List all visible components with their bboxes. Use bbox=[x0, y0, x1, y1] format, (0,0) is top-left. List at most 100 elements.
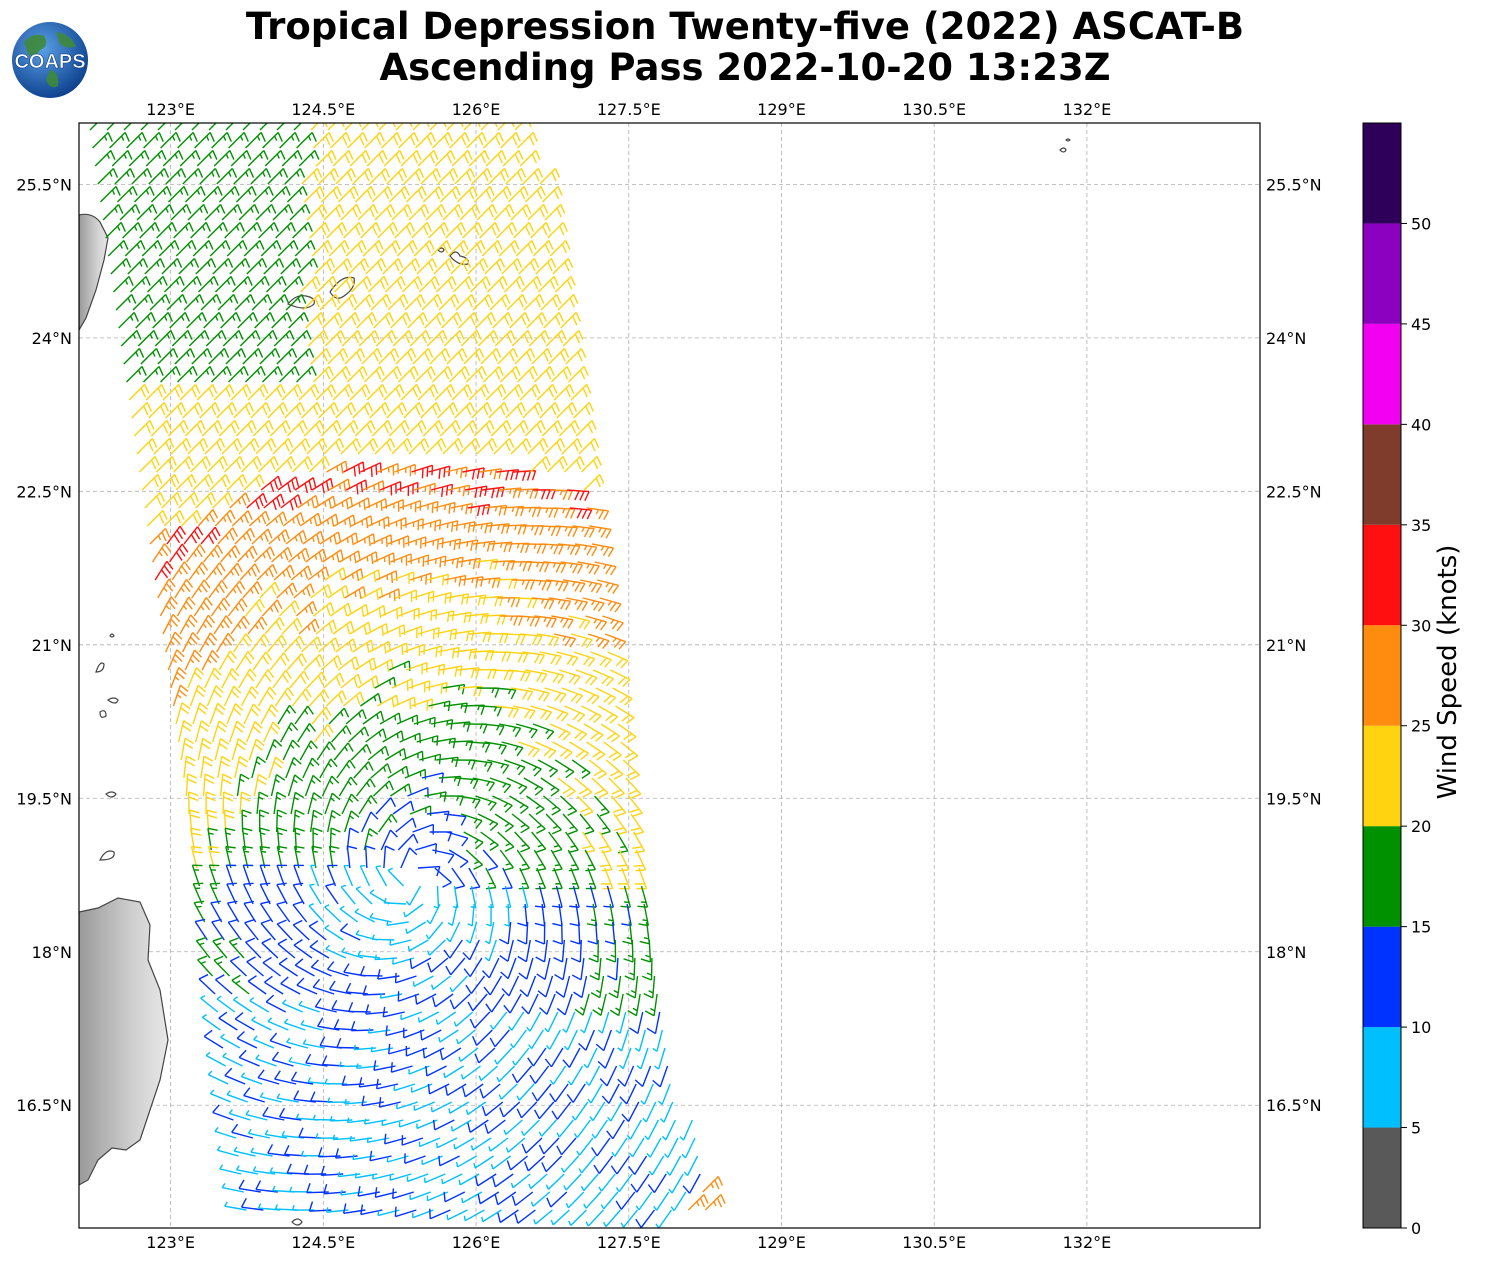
wind-barb bbox=[286, 185, 308, 203]
colorbar-tick-label: 15 bbox=[1411, 918, 1431, 937]
wind-barb bbox=[194, 131, 215, 149]
wind-barb bbox=[213, 149, 235, 167]
wind-barb bbox=[354, 185, 376, 203]
wind-barb bbox=[161, 257, 183, 275]
wind-barb bbox=[313, 131, 334, 149]
wind-barb bbox=[260, 239, 282, 257]
wind-barb bbox=[466, 131, 487, 149]
wind-barb bbox=[501, 257, 523, 275]
colorbar-bins bbox=[1363, 123, 1401, 1228]
wind-barb bbox=[379, 239, 401, 257]
wind-barb bbox=[228, 131, 249, 149]
wind-barb bbox=[515, 239, 537, 257]
wind-barb bbox=[301, 167, 323, 185]
wind-barb bbox=[226, 239, 248, 257]
wind-barb bbox=[352, 167, 374, 185]
wind-barb bbox=[144, 257, 166, 275]
wind-barb bbox=[439, 185, 461, 203]
wind-barb bbox=[340, 203, 362, 221]
wind-barb bbox=[269, 185, 291, 203]
wind-barb bbox=[386, 167, 408, 185]
wind-barb bbox=[235, 185, 257, 203]
colorbar-bin bbox=[1363, 323, 1401, 425]
wind-barb bbox=[225, 123, 247, 131]
wind-barb bbox=[265, 275, 287, 293]
wind-barb bbox=[267, 167, 289, 185]
wind-barb bbox=[388, 185, 410, 203]
wind-barb bbox=[464, 239, 486, 257]
wind-barb bbox=[347, 131, 368, 149]
wind-barb bbox=[377, 221, 398, 239]
wind-barb bbox=[362, 239, 384, 257]
wind-barb bbox=[490, 185, 512, 203]
wind-barb bbox=[99, 185, 121, 203]
wind-barb bbox=[429, 123, 451, 131]
wind-barb bbox=[549, 239, 571, 257]
wind-barb bbox=[190, 221, 211, 239]
wind-barb bbox=[344, 123, 366, 131]
wind-barb bbox=[282, 275, 304, 293]
wind-barb bbox=[175, 239, 197, 257]
colorbar-bin bbox=[1363, 725, 1401, 827]
wind-barb bbox=[500, 131, 521, 149]
wind-barb bbox=[498, 239, 520, 257]
wind-barb bbox=[505, 167, 527, 185]
wind-barb bbox=[139, 221, 160, 239]
wind-barb bbox=[207, 221, 228, 239]
wind-barb bbox=[445, 221, 466, 239]
wind-barb bbox=[218, 185, 240, 203]
wind-barb bbox=[318, 167, 340, 185]
wind-barb bbox=[123, 123, 145, 131]
wind-barb bbox=[481, 239, 503, 257]
wind-barb bbox=[476, 203, 498, 221]
colorbar-tick-label: 35 bbox=[1411, 516, 1431, 535]
wind-barb bbox=[195, 257, 217, 275]
wind-barb bbox=[450, 257, 472, 275]
wind-barbs bbox=[89, 123, 726, 1228]
wind-barb bbox=[435, 275, 457, 293]
wind-barb bbox=[163, 275, 185, 293]
wind-barb bbox=[442, 203, 464, 221]
wind-barb bbox=[279, 131, 300, 149]
wind-barb bbox=[162, 149, 184, 167]
wind-barb bbox=[517, 131, 538, 149]
wind-barb bbox=[403, 167, 425, 185]
wind-barb bbox=[332, 149, 354, 167]
colorbar-bin bbox=[1363, 826, 1401, 927]
wind-barb bbox=[309, 221, 330, 239]
wind-barb bbox=[497, 123, 519, 131]
wind-barb bbox=[330, 131, 351, 149]
wind-barb bbox=[367, 275, 389, 293]
wind-barb bbox=[326, 221, 347, 239]
wind-barb bbox=[454, 167, 476, 185]
wind-barb bbox=[247, 149, 269, 167]
wind-barb bbox=[177, 131, 198, 149]
wind-barb bbox=[221, 203, 243, 221]
wind-barb bbox=[382, 257, 404, 275]
wind-barb bbox=[182, 167, 204, 185]
wind-barb bbox=[231, 275, 253, 293]
wind-barb bbox=[547, 221, 568, 239]
wind-barb bbox=[433, 257, 455, 275]
colorbar-bin bbox=[1363, 625, 1401, 726]
wind-barb bbox=[258, 221, 279, 239]
wind-barb bbox=[165, 167, 187, 185]
wind-barb bbox=[294, 239, 316, 257]
wind-barb bbox=[140, 123, 162, 131]
wind-barb bbox=[173, 221, 194, 239]
wind-barb bbox=[277, 239, 299, 257]
wind-barb bbox=[384, 275, 406, 293]
wind-barb bbox=[209, 239, 231, 257]
wind-barb bbox=[238, 203, 260, 221]
wind-barb bbox=[109, 131, 130, 149]
colorbar-bin bbox=[1363, 223, 1401, 324]
wind-barb bbox=[211, 131, 232, 149]
colorbar-tick-label: 40 bbox=[1411, 415, 1431, 434]
wind-barb bbox=[378, 123, 400, 131]
wind-barb bbox=[212, 257, 234, 275]
wind-barb bbox=[229, 257, 251, 275]
wind-barb bbox=[496, 221, 517, 239]
wind-barb bbox=[143, 131, 164, 149]
wind-barb bbox=[541, 185, 563, 203]
